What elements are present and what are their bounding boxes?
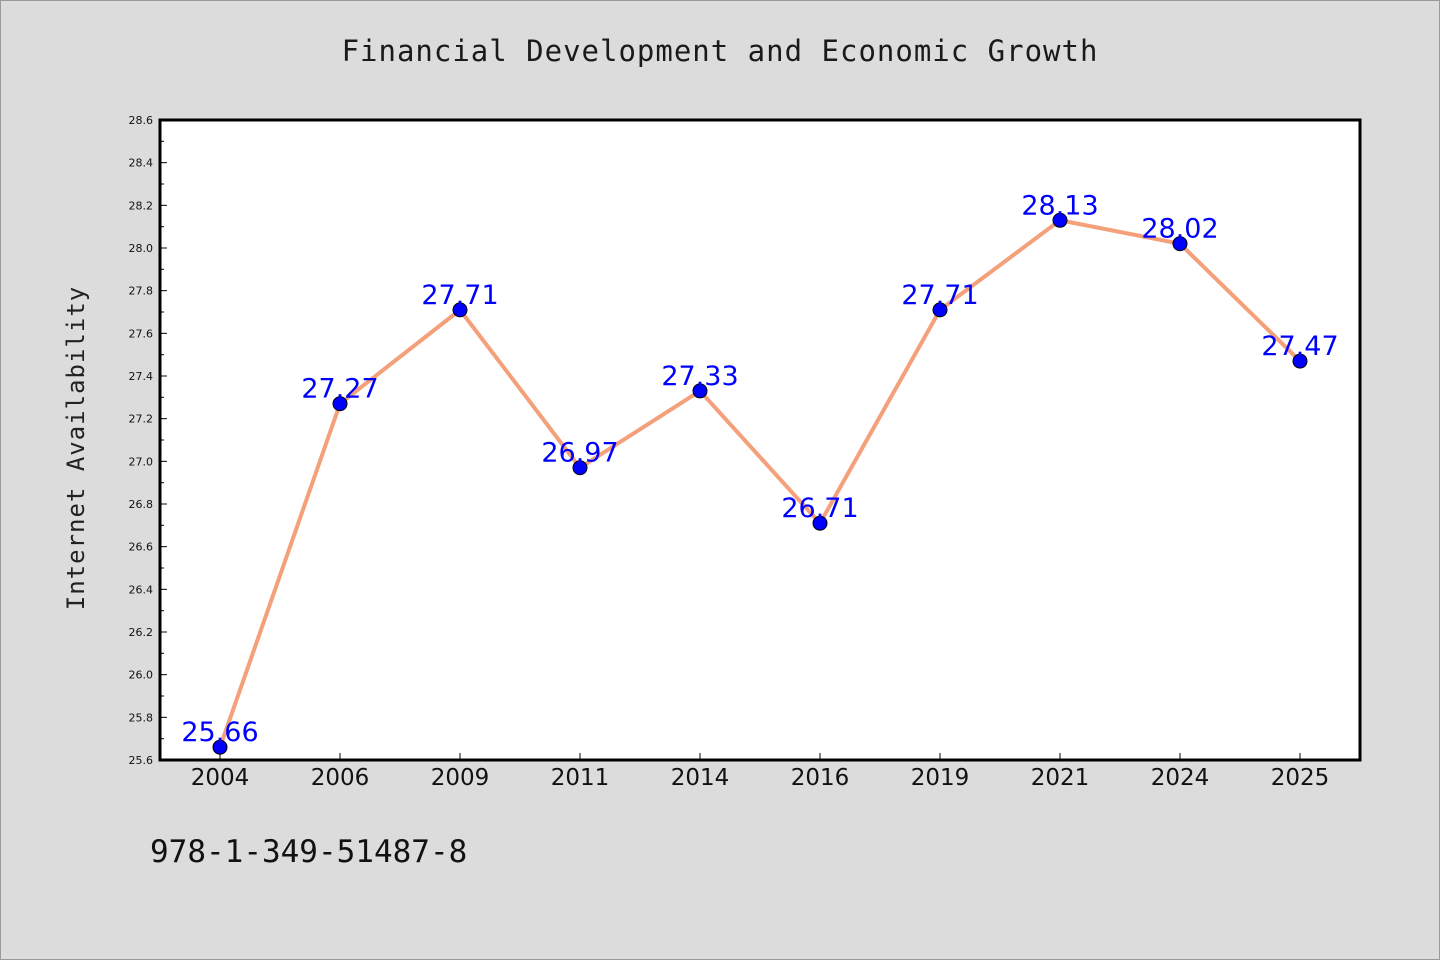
y-tick-label: 25.6: [129, 754, 154, 767]
data-point: [692, 383, 708, 399]
chart-title: Financial Development and Economic Growt…: [341, 34, 1099, 68]
data-point: [1052, 212, 1068, 228]
isbn-text: 978-1-349-51487-8: [150, 834, 468, 870]
series-line: [218, 218, 1302, 750]
data-label: 27.27: [301, 374, 378, 405]
data-point: [572, 460, 588, 476]
x-tick-label: 2006: [311, 765, 370, 791]
plot-area: [160, 120, 1360, 760]
data-label: 27.33: [661, 361, 738, 392]
y-tick-label: 27.6: [129, 327, 154, 340]
data-point: [932, 302, 948, 318]
y-tick-label: 27.2: [129, 413, 154, 426]
x-tick-label: 2009: [431, 765, 490, 791]
y-tick-label: 26.8: [129, 498, 154, 511]
data-point: [452, 302, 468, 318]
data-label: 28.13: [1021, 190, 1098, 221]
data-label: 26.71: [781, 493, 858, 524]
y-tick-label: 25.8: [129, 711, 154, 724]
data-point: [212, 739, 228, 755]
y-tick-label: 28.6: [129, 114, 154, 127]
y-tick-label: 26.6: [129, 541, 154, 554]
x-tick-label: 2021: [1031, 765, 1090, 791]
y-tick-label: 28.2: [129, 199, 154, 212]
x-tick-label: 2004: [191, 765, 250, 791]
y-tick-label: 27.8: [129, 285, 154, 298]
data-label: 27.71: [421, 280, 498, 311]
y-tick-label: 27.0: [129, 455, 154, 468]
data-label: 25.66: [181, 717, 258, 748]
data-label: 28.02: [1141, 214, 1218, 245]
data-point: [1292, 353, 1308, 369]
x-tick-label: 2019: [911, 765, 970, 791]
data-point: [812, 515, 828, 531]
plot-border: [158, 118, 1362, 762]
x-tick-label: 2016: [791, 765, 850, 791]
data-label: 27.47: [1261, 331, 1338, 362]
y-tick-label: 28.4: [129, 157, 154, 170]
y-tick-label: 27.4: [129, 370, 154, 383]
data-label: 26.97: [541, 438, 618, 469]
y-tick-label: 26.0: [129, 669, 154, 682]
x-tick-label: 2014: [671, 765, 730, 791]
y-tick-label: 26.4: [129, 583, 154, 596]
data-point: [332, 396, 348, 412]
data-point: [1172, 236, 1188, 252]
x-tick-label: 2011: [551, 765, 610, 791]
x-tick-label: 2024: [1151, 765, 1210, 791]
y-tick-label: 26.2: [129, 626, 154, 639]
x-tick-label: 2025: [1271, 765, 1330, 791]
y-tick-label: 28.0: [129, 242, 154, 255]
data-label: 27.71: [901, 280, 978, 311]
